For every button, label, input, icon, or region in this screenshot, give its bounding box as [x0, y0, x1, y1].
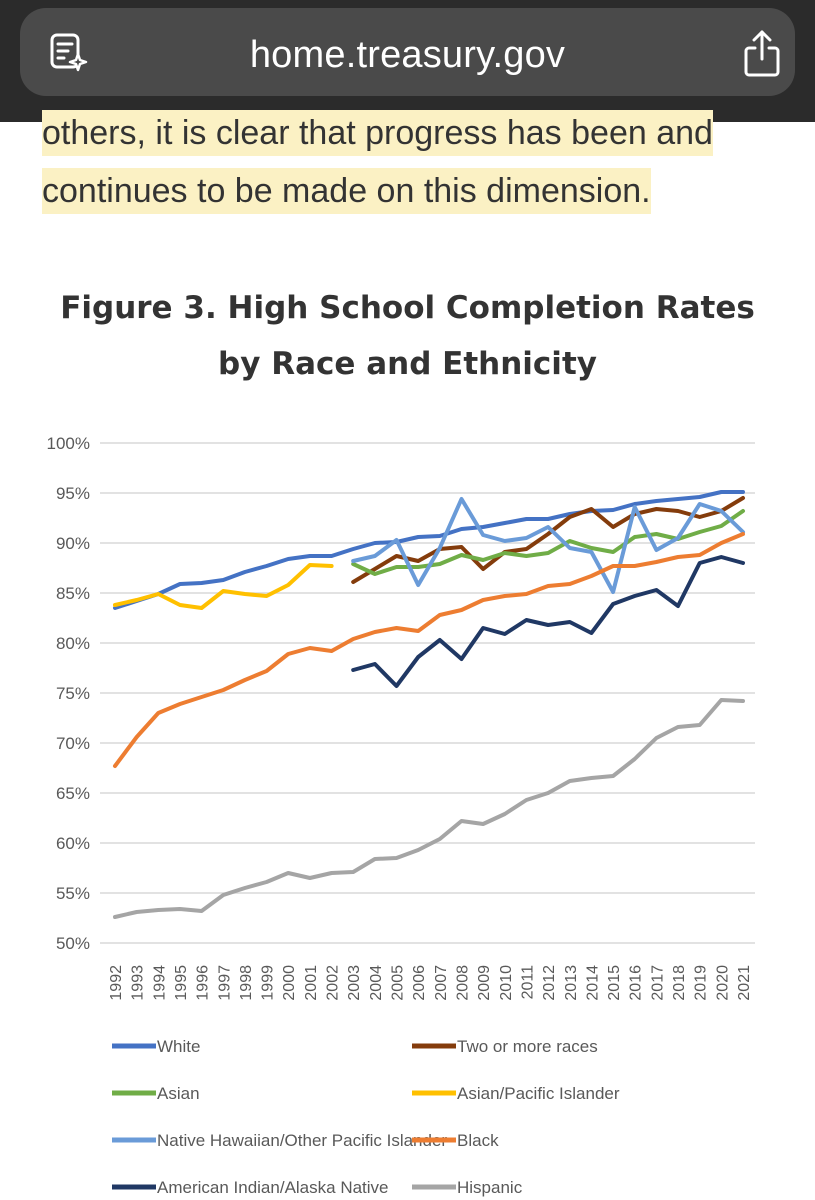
- y-tick-label: 95%: [56, 484, 90, 503]
- share-icon[interactable]: [742, 28, 782, 78]
- x-axis-tick-labels: 1992 1993 1994 1995 1996 1997 1998 1999 2000 2001…: [108, 965, 753, 1001]
- x-tick-label: 2007: [433, 965, 450, 1001]
- y-tick-label: 80%: [56, 634, 90, 653]
- x-tick-label: 1996: [195, 965, 212, 1001]
- x-tick-label: 2001: [303, 965, 320, 1001]
- series-line-native-hawaiian-other-pacific-islander: [351, 497, 745, 594]
- chart-gridlines: [100, 442, 755, 944]
- x-tick-label: 2012: [541, 965, 558, 1001]
- x-tick-label: 2006: [411, 965, 428, 1001]
- legend-label: Two or more races: [457, 1037, 598, 1056]
- x-tick-label: 2014: [584, 965, 601, 1001]
- series-line-white: [113, 490, 745, 610]
- legend-item-two-or-more-races: Two or more races: [412, 1037, 598, 1056]
- x-tick-label: 1992: [108, 965, 125, 1001]
- highlighted-text-line: others, it is clear that progress has be…: [42, 110, 713, 156]
- legend-item-white: White: [112, 1037, 200, 1056]
- x-tick-label: 1998: [238, 965, 255, 1001]
- chart-legend: White Two or more races Asian Asian/Pacific…: [112, 1037, 620, 1197]
- x-tick-label: 2009: [476, 965, 493, 1001]
- legend-label: Asian: [157, 1084, 200, 1103]
- x-tick-label: 2018: [671, 965, 688, 1001]
- series-line-hispanic: [113, 698, 745, 919]
- x-tick-label: 1994: [151, 965, 168, 1001]
- x-tick-label: 2017: [649, 965, 666, 1001]
- line-chart: 50%55%60%65%70%75%80%85%90%95%100% 1992 1…: [47, 434, 755, 1197]
- legend-item-black: Black: [412, 1131, 499, 1150]
- browser-toolbar: home.treasury.gov: [0, 0, 815, 122]
- y-tick-label: 50%: [56, 934, 90, 953]
- legend-item-american-indian-alaska-native: American Indian/Alaska Native: [112, 1178, 389, 1197]
- x-tick-label: 2003: [346, 965, 363, 1001]
- x-tick-label: 2013: [563, 965, 580, 1001]
- chart-series: [113, 490, 745, 919]
- legend-label: Hispanic: [457, 1178, 523, 1197]
- address-bar[interactable]: home.treasury.gov: [20, 8, 795, 96]
- x-tick-label: 2002: [325, 965, 342, 1001]
- legend-label: Asian/Pacific Islander: [457, 1084, 620, 1103]
- article-text: others, it is clear that progress has be…: [42, 104, 782, 220]
- x-tick-label: 2016: [628, 965, 645, 1001]
- y-axis-tick-labels: 50% 55% 60% 65% 70% 75% 80% 85% 90% 95% 100%: [47, 434, 90, 953]
- y-tick-label: 100%: [47, 434, 90, 453]
- series-line-asian-pacific-islander: [113, 563, 334, 610]
- x-tick-label: 2010: [498, 965, 515, 1001]
- x-tick-label: 2019: [693, 965, 710, 1001]
- y-tick-label: 70%: [56, 734, 90, 753]
- legend-label: American Indian/Alaska Native: [157, 1178, 389, 1197]
- y-tick-label: 60%: [56, 834, 90, 853]
- highlighted-text-line: continues to be made on this dimension.: [42, 168, 651, 214]
- x-tick-label: 1993: [130, 965, 147, 1001]
- legend-item-asian-pacific-islander: Asian/Pacific Islander: [412, 1084, 620, 1103]
- y-tick-label: 55%: [56, 884, 90, 903]
- x-tick-label: 2011: [519, 965, 536, 1000]
- x-tick-label: 1997: [216, 965, 233, 1001]
- legend-item-asian: Asian: [112, 1084, 200, 1103]
- x-tick-label: 1999: [260, 965, 277, 1001]
- series-line-two-or-more-races: [351, 496, 745, 584]
- y-tick-label: 85%: [56, 584, 90, 603]
- series-line-black: [113, 532, 745, 768]
- y-tick-label: 90%: [56, 534, 90, 553]
- x-tick-label: 2008: [454, 965, 471, 1001]
- legend-label: White: [157, 1037, 200, 1056]
- legend-item-hispanic: Hispanic: [412, 1178, 523, 1197]
- x-tick-label: 2000: [281, 965, 298, 1001]
- x-tick-label: 2020: [714, 965, 731, 1001]
- url-text[interactable]: home.treasury.gov: [249, 34, 566, 76]
- legend-label: Black: [457, 1131, 499, 1150]
- y-tick-label: 65%: [56, 784, 90, 803]
- x-tick-label: 2015: [606, 965, 623, 1001]
- legend-label: Native Hawaiian/Other Pacific Islander: [157, 1131, 447, 1150]
- reader-mode-icon[interactable]: [48, 32, 88, 72]
- x-tick-label: 2021: [736, 965, 753, 1001]
- x-tick-label: 1995: [173, 965, 190, 1001]
- x-tick-label: 2005: [390, 965, 407, 1001]
- x-tick-label: 2004: [368, 965, 385, 1001]
- y-tick-label: 75%: [56, 684, 90, 703]
- figure-title: Figure 3. High School Completion Rates b…: [60, 290, 755, 382]
- series-line-american-indian-alaska-native: [351, 555, 745, 688]
- legend-item-native-hawaiian-other-pacific-islander: Native Hawaiian/Other Pacific Islander: [112, 1131, 447, 1150]
